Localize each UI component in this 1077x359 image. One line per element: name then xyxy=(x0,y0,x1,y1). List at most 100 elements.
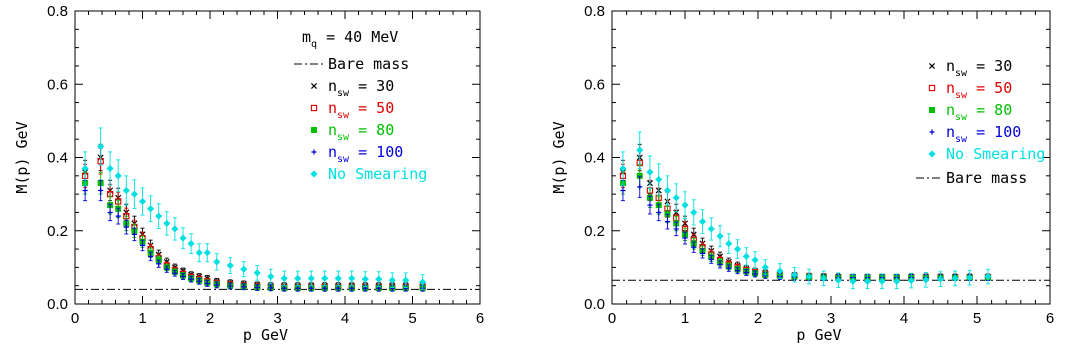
x-tick-label: 0 xyxy=(608,310,616,327)
legend-label: nsw = 50 xyxy=(328,99,394,121)
data-point xyxy=(663,186,672,195)
data-point xyxy=(743,269,749,276)
legend-label-sub: sw xyxy=(337,110,350,121)
legend-marker xyxy=(310,170,318,178)
x-tick-label: 5 xyxy=(973,310,981,327)
data-point xyxy=(172,270,178,276)
data-point xyxy=(699,250,706,257)
legend-marker xyxy=(928,150,936,158)
data-point xyxy=(139,242,146,248)
legend-label-base: n xyxy=(946,79,955,97)
legend-marker xyxy=(310,127,317,134)
y-tick-label: 0.2 xyxy=(47,223,68,240)
data-point xyxy=(131,231,137,238)
data-point xyxy=(196,278,202,284)
legend-label-base: n xyxy=(328,99,337,117)
data-point xyxy=(419,278,427,286)
x-tick-label: 2 xyxy=(754,310,762,327)
panel-left: 0 1 2 3 4 5 6 0.0 0.2 0.4 0.6 0.8 p GeV M(p) GeV mq = … xyxy=(13,3,484,344)
data-point xyxy=(707,225,715,233)
data-point xyxy=(637,184,643,190)
data-point xyxy=(761,263,769,271)
data-point xyxy=(82,187,88,194)
data-point xyxy=(213,258,221,266)
data-point xyxy=(308,285,314,291)
data-point xyxy=(752,271,758,277)
data-point xyxy=(673,226,679,232)
data-point xyxy=(878,277,886,285)
data-point xyxy=(227,283,233,289)
data-point xyxy=(148,253,154,259)
y-tick-label: 0.0 xyxy=(47,296,68,313)
data-point xyxy=(226,261,234,270)
legend-label-base: n xyxy=(328,121,337,139)
data-point xyxy=(893,277,901,285)
x-tick-label: 2 xyxy=(206,310,214,327)
data-point xyxy=(849,277,857,285)
data-point xyxy=(348,274,356,282)
x-tick-label: 1 xyxy=(138,310,146,327)
x-tick-label: 4 xyxy=(900,310,908,327)
series-group xyxy=(82,179,426,292)
mass-annotation: mq = 40 MeV xyxy=(302,28,398,50)
data-point xyxy=(241,284,247,290)
data-point xyxy=(155,212,163,220)
legend-marker xyxy=(929,129,935,135)
legend-marker xyxy=(310,82,318,90)
data-point xyxy=(733,245,742,253)
data-point xyxy=(708,256,714,262)
data-point xyxy=(717,261,723,268)
legend-label: No Smearing xyxy=(328,165,427,183)
legend-label-base: n xyxy=(328,77,337,95)
data-point xyxy=(907,276,915,285)
legend-marker xyxy=(311,149,317,155)
legend-bare-mass-label: Bare mass xyxy=(328,55,409,73)
data-point xyxy=(334,274,342,282)
data-point xyxy=(966,274,974,282)
data-point xyxy=(646,168,654,176)
legend-label-sub: sw xyxy=(337,88,350,99)
legend-label-rest: = 80 xyxy=(349,121,394,139)
legend-label-base: n xyxy=(328,143,337,161)
data-point xyxy=(281,285,287,291)
data-point xyxy=(268,285,274,291)
legend-label: nsw = 80 xyxy=(328,121,394,143)
legend-label-sub: sw xyxy=(337,154,350,165)
data-point xyxy=(636,146,644,154)
mass-annotation-rest: = 40 MeV xyxy=(317,28,398,46)
series-group xyxy=(619,131,992,290)
legend-label-sub: sw xyxy=(955,134,968,145)
y-tick-label: 0.6 xyxy=(47,76,68,93)
data-point xyxy=(254,284,260,291)
data-point xyxy=(672,194,680,202)
y-axis-title: M(p) GeV xyxy=(13,121,31,193)
data-point xyxy=(98,187,104,194)
legend-label: No Smearing xyxy=(946,145,1045,163)
data-point xyxy=(97,142,105,151)
legend-label-rest: = 30 xyxy=(349,77,394,95)
y-axis-title: M(p) GeV xyxy=(550,121,568,193)
data-point xyxy=(361,275,369,283)
legend-label-base: n xyxy=(946,101,955,119)
y-tick-label: 0.8 xyxy=(584,3,605,20)
legend-label: nsw = 80 xyxy=(946,101,1012,123)
data-point xyxy=(984,272,992,281)
x-tick-label: 6 xyxy=(1046,310,1054,327)
legend-label-rest: = 50 xyxy=(967,79,1012,97)
x-tick-label: 6 xyxy=(476,310,484,327)
data-point xyxy=(349,285,355,291)
data-point xyxy=(734,268,741,274)
data-point xyxy=(335,285,341,291)
legend-label-rest: = 50 xyxy=(349,99,394,117)
x-tick-label: 5 xyxy=(408,310,416,327)
x-tick-label: 3 xyxy=(273,310,281,327)
legend-marker xyxy=(928,62,936,70)
x-tick-label: 4 xyxy=(341,310,349,327)
data-point xyxy=(725,240,733,248)
data-point xyxy=(834,276,842,284)
mass-annotation-base: m xyxy=(302,28,311,46)
legend-marker xyxy=(310,104,318,112)
